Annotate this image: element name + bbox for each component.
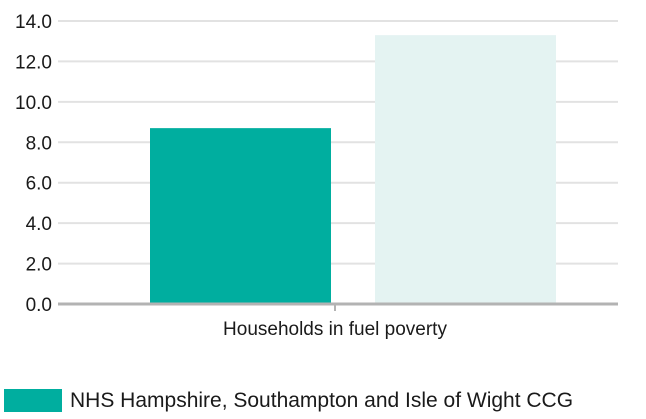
y-tick-label: 14.0: [15, 12, 52, 33]
bars: [150, 35, 556, 305]
y-tick-label: 10.0: [15, 93, 52, 114]
y-tick-label: 2.0: [26, 255, 52, 276]
x-category-label: Households in fuel poverty: [223, 319, 447, 340]
legend-label: NHS Hampshire, Southampton and Isle of W…: [70, 389, 574, 412]
x-axis-categories: Households in fuel poverty: [223, 319, 447, 340]
bar-chart: 0.0 2.0 4.0 6.0 8.0 10.0 12.0 14.0 Households i…: [15, 12, 618, 340]
y-tick-label: 0.0: [26, 295, 52, 316]
y-axis-ticks: 0.0 2.0 4.0 6.0 8.0 10.0 12.0 14.0: [15, 12, 52, 316]
legend-swatch: [4, 389, 62, 412]
y-tick-label: 4.0: [26, 214, 52, 235]
bar-series-2: [375, 35, 556, 305]
legend: NHS Hampshire, Southampton and Isle of W…: [4, 389, 573, 412]
y-tick-label: 8.0: [26, 133, 52, 154]
bar-series-1: [150, 128, 331, 304]
y-tick-label: 6.0: [26, 174, 52, 195]
x-axis: [58, 302, 618, 311]
y-tick-label: 12.0: [15, 52, 52, 73]
